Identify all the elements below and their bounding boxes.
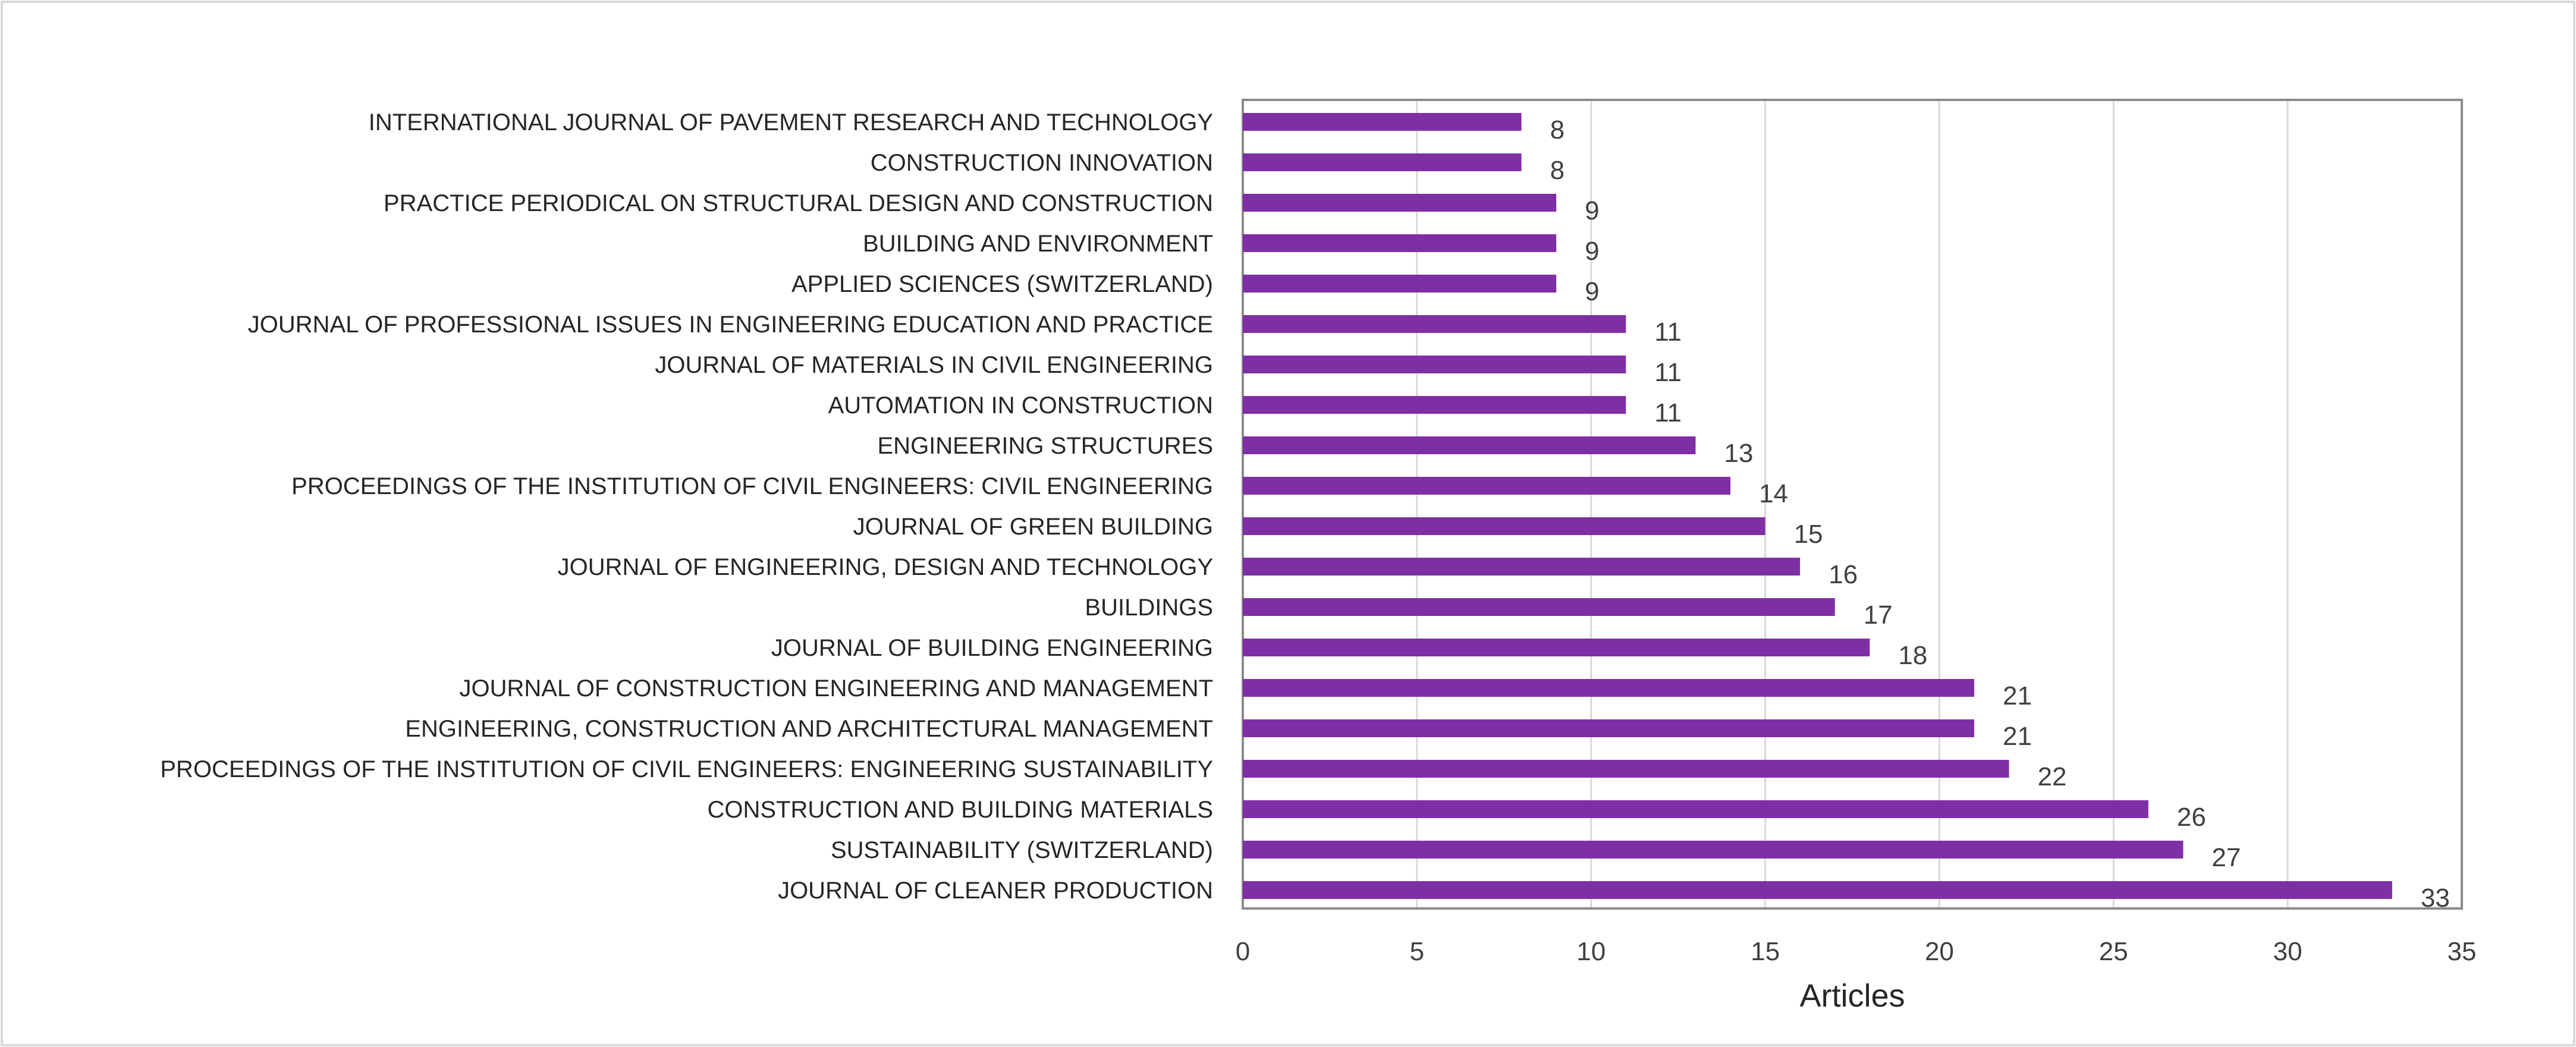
category-label: ENGINEERING, CONSTRUCTION AND ARCHITECTU… bbox=[405, 716, 1213, 742]
x-tick-label: 0 bbox=[1236, 937, 1250, 966]
category-label: AUTOMATION IN CONSTRUCTION bbox=[828, 392, 1213, 419]
x-tick-label: 15 bbox=[1751, 937, 1780, 966]
value-label: 9 bbox=[1585, 196, 1599, 225]
x-tick-label: 25 bbox=[2099, 937, 2128, 966]
value-label: 13 bbox=[1724, 439, 1753, 468]
category-label: APPLIED SCIENCES (SWITZERLAND) bbox=[791, 271, 1213, 297]
x-tick-label: 10 bbox=[1576, 937, 1606, 966]
value-label: 27 bbox=[2211, 843, 2241, 872]
bar bbox=[1243, 153, 1522, 171]
value-label: 15 bbox=[1794, 520, 1823, 549]
bar bbox=[1243, 275, 1557, 293]
value-label: 16 bbox=[1829, 560, 1858, 589]
bar bbox=[1243, 396, 1626, 414]
bar bbox=[1243, 800, 2148, 818]
bar bbox=[1243, 679, 1974, 697]
value-label: 21 bbox=[2003, 722, 2032, 751]
category-label: PROCEEDINGS OF THE INSTITUTION OF CIVIL … bbox=[291, 473, 1213, 499]
x-tick-label: 5 bbox=[1410, 937, 1424, 966]
bar bbox=[1243, 194, 1557, 212]
bar bbox=[1243, 356, 1626, 373]
x-axis-title: Articles bbox=[1799, 978, 1905, 1014]
category-label: JOURNAL OF MATERIALS IN CIVIL ENGINEERIN… bbox=[655, 352, 1213, 378]
category-label: PROCEEDINGS OF THE INSTITUTION OF CIVIL … bbox=[160, 756, 1213, 782]
bars bbox=[1243, 113, 2392, 899]
bar bbox=[1243, 436, 1696, 454]
bar bbox=[1243, 517, 1765, 535]
value-label: 14 bbox=[1759, 479, 1788, 508]
x-tick-labels: 0 5 10 15 20 25 30 35 bbox=[1236, 937, 2477, 966]
category-label: INTERNATIONAL JOURNAL OF PAVEMENT RESEAR… bbox=[369, 109, 1213, 136]
bar bbox=[1243, 719, 1974, 737]
category-label: JOURNAL OF CONSTRUCTION ENGINEERING AND … bbox=[460, 675, 1214, 702]
category-label: JOURNAL OF CLEANER PRODUCTION bbox=[778, 878, 1213, 904]
bar bbox=[1243, 760, 2009, 778]
bar bbox=[1243, 234, 1557, 252]
value-label: 33 bbox=[2421, 883, 2450, 913]
category-label: JOURNAL OF BUILDING ENGINEERING bbox=[771, 635, 1213, 661]
value-label: 18 bbox=[1898, 641, 1927, 670]
value-label: 11 bbox=[1654, 358, 1682, 387]
value-label: 8 bbox=[1550, 156, 1565, 185]
category-labels: INTERNATIONAL JOURNAL OF PAVEMENT RESEAR… bbox=[160, 109, 1213, 904]
bar bbox=[1243, 113, 1522, 131]
value-label: 22 bbox=[2038, 762, 2067, 791]
category-label: CONSTRUCTION AND BUILDING MATERIALS bbox=[708, 797, 1213, 823]
plot-area-border bbox=[1242, 99, 2463, 910]
bar bbox=[1243, 841, 2184, 859]
bar bbox=[1243, 558, 1801, 576]
x-tick-label: 20 bbox=[1925, 937, 1954, 966]
category-label: JOURNAL OF ENGINEERING, DESIGN AND TECHN… bbox=[558, 554, 1213, 580]
category-label: ENGINEERING STRUCTURES bbox=[878, 433, 1214, 459]
value-label: 11 bbox=[1654, 398, 1682, 427]
bar bbox=[1243, 881, 2392, 899]
category-label: CONSTRUCTION INNOVATION bbox=[871, 150, 1213, 176]
category-label: PRACTICE PERIODICAL ON STRUCTURAL DESIGN… bbox=[384, 190, 1213, 216]
value-label: 17 bbox=[1864, 600, 1893, 630]
value-label: 11 bbox=[1654, 317, 1682, 347]
x-tick-label: 30 bbox=[2273, 937, 2302, 966]
x-tick-label: 35 bbox=[2448, 937, 2477, 966]
category-label: JOURNAL OF PROFESSIONAL ISSUES IN ENGINE… bbox=[248, 312, 1213, 338]
value-label: 9 bbox=[1585, 277, 1599, 306]
category-label: BUILDING AND ENVIRONMENT bbox=[863, 231, 1213, 257]
value-label: 9 bbox=[1585, 237, 1599, 266]
value-label: 21 bbox=[2003, 681, 2032, 710]
category-label: JOURNAL OF GREEN BUILDING bbox=[853, 514, 1213, 540]
bar bbox=[1243, 477, 1730, 495]
bar bbox=[1243, 598, 1835, 616]
value-label: 8 bbox=[1550, 115, 1565, 144]
category-label: BUILDINGS bbox=[1085, 595, 1213, 621]
value-label: 26 bbox=[2177, 803, 2206, 832]
bar bbox=[1243, 315, 1626, 333]
category-label: SUSTAINABILITY (SWITZERLAND) bbox=[831, 837, 1213, 863]
bar bbox=[1243, 639, 1870, 656]
